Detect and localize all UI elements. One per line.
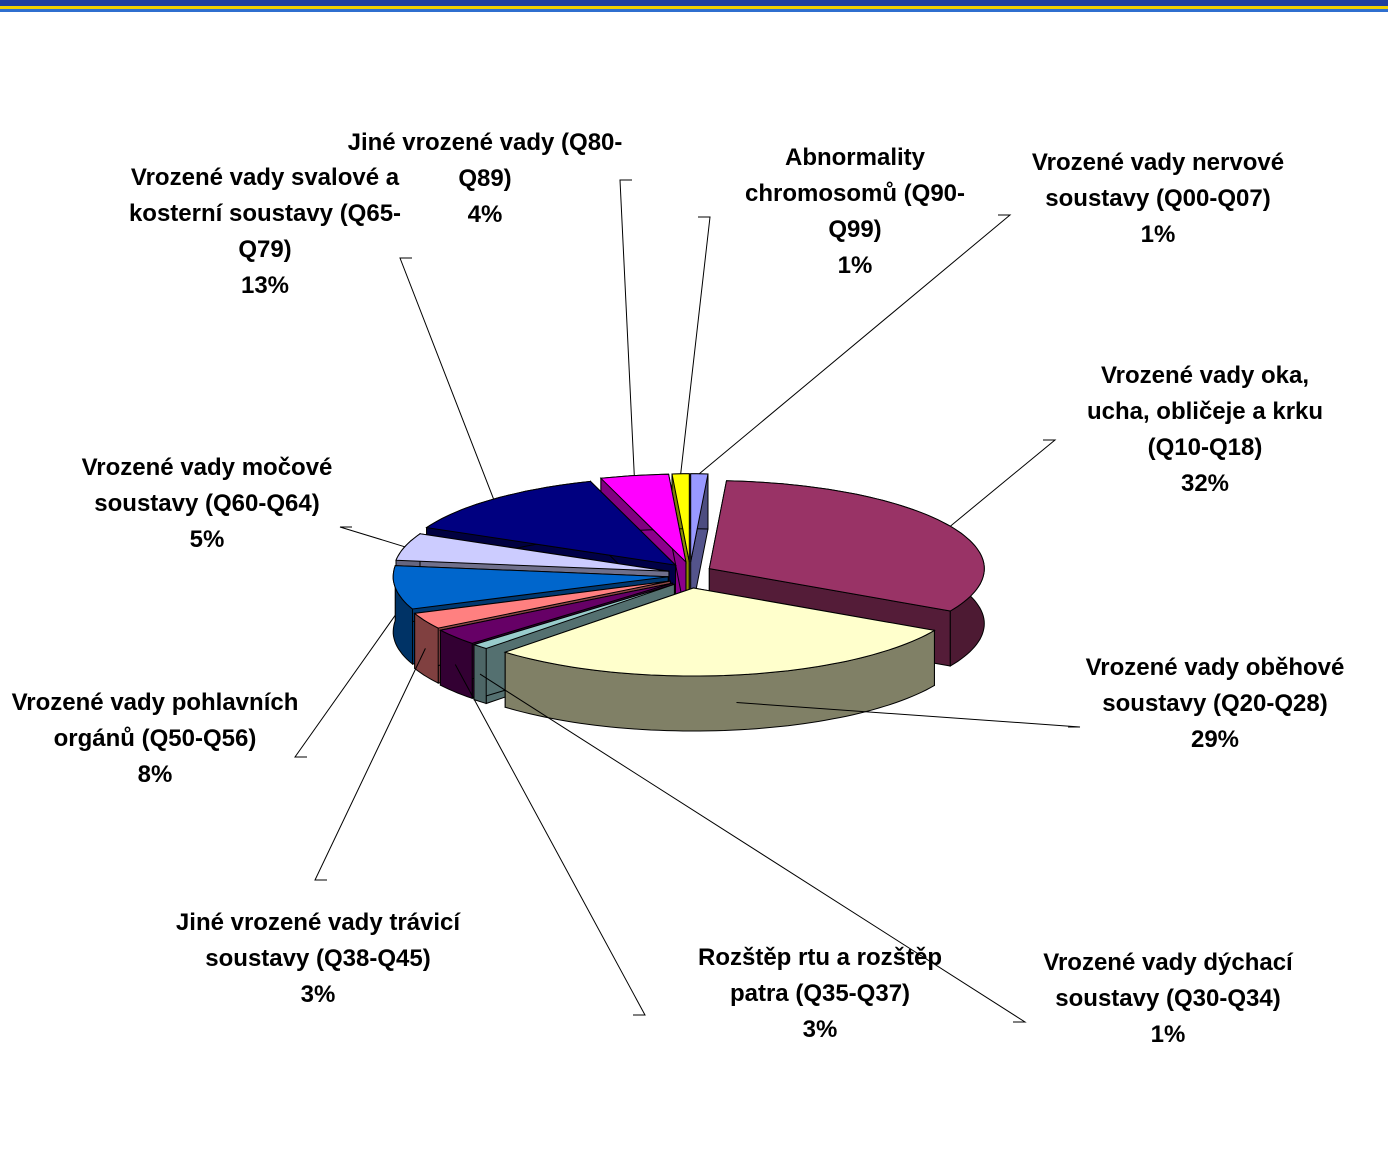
slice [503,587,936,677]
leader-line [399,257,495,500]
slice [392,565,669,610]
value-label: 32% [1180,470,1230,497]
leader-line [454,664,646,1016]
slice [438,582,673,644]
slice-label: Abnormality chromosomů (Q90-Q99) 1% [720,140,990,284]
leader-line [736,702,1081,728]
leader-line [619,179,635,476]
category-label: Rozštěp rtu a rozštěp patra (Q35-Q37) [697,944,943,1007]
slice-label: Jiné vrozené vady (Q80-Q89) 4% [340,125,630,233]
slice [599,473,687,564]
slice-label: Vrozené vady dýchací soustavy (Q30-Q34) 1… [1033,945,1303,1053]
header-bar-low [0,9,1388,12]
value-label: 8% [137,761,173,788]
category-label: Vrozené vady oběhové soustavy (Q20-Q28) [1085,654,1345,717]
slice-label: Jiné vrozené vady trávicí soustavy (Q38-… [173,905,463,1013]
slice-label: Rozštěp rtu a rozštěp patra (Q35-Q37) 3% [695,940,945,1048]
slice-label: Vrozené vady svalové a kosterní soustavy… [125,160,405,304]
slice-label: Vrozené vady močové soustavy (Q60-Q64) 5% [72,450,342,558]
slice-label: Vrozené vady pohlavních orgánů (Q50-Q56)… [5,685,305,793]
slice-label: Vrozené vady oběhové soustavy (Q20-Q28) 2… [1075,650,1355,758]
leader-line [479,673,1027,1023]
value-label: 29% [1190,726,1240,753]
slice-label: Vrozené vady nervové soustavy (Q00-Q07) 1… [1018,145,1298,253]
value-label: 13% [240,272,290,299]
leader-line [339,526,405,548]
slice-label: Vrozené vady oka, ucha, obličeje a krku … [1070,358,1340,502]
leader-line [949,439,1057,527]
slice [671,473,690,562]
value-label: 4% [467,201,503,228]
leader-line [680,216,711,474]
category-label: Vrozené vady dýchací soustavy (Q30-Q34) [1043,949,1293,1012]
value-label: 3% [802,1016,838,1043]
slice [413,580,671,629]
category-label: Vrozené vady nervové soustavy (Q00-Q07) [1031,149,1285,212]
category-label: Vrozené vady pohlavních orgánů (Q50-Q56) [11,689,299,752]
category-label: Jiné vrozené vady trávicí soustavy (Q38-… [175,909,461,972]
header-bar [0,0,1388,6]
category-label: Vrozené vady oka, ucha, obličeje a krku … [1086,362,1324,461]
leader-line [698,214,1012,475]
leader-line [314,648,426,881]
category-label: Vrozené vady močové soustavy (Q60-Q64) [81,454,333,517]
category-label: Abnormality chromosomů (Q90-Q99) [744,144,966,243]
category-label: Jiné vrozené vady (Q80-Q89) [347,129,623,192]
value-label: 5% [189,526,225,553]
value-label: 3% [300,981,336,1008]
leader-line [294,614,396,758]
header-stripe [0,6,1388,9]
value-label: 1% [1140,221,1176,248]
category-label: Vrozené vady svalové a kosterní soustavy… [128,164,402,263]
value-label: 1% [1150,1021,1186,1048]
slice [472,583,675,650]
value-label: 1% [837,252,873,279]
